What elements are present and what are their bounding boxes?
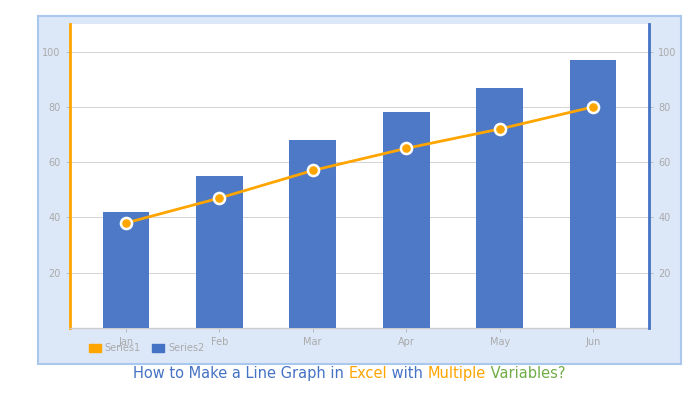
Text: How to Make a Line Graph in: How to Make a Line Graph in <box>133 366 348 381</box>
Text: Excel: Excel <box>348 366 387 381</box>
Bar <box>290 140 336 328</box>
Bar <box>383 112 429 328</box>
Text: Variables?: Variables? <box>486 366 565 381</box>
Bar <box>570 60 616 328</box>
Bar <box>476 88 523 328</box>
Text: with: with <box>387 366 427 381</box>
Bar <box>103 212 149 328</box>
Bar <box>196 176 243 328</box>
Legend: Series1, Series2: Series1, Series2 <box>85 339 208 357</box>
Text: Multiple: Multiple <box>427 366 486 381</box>
